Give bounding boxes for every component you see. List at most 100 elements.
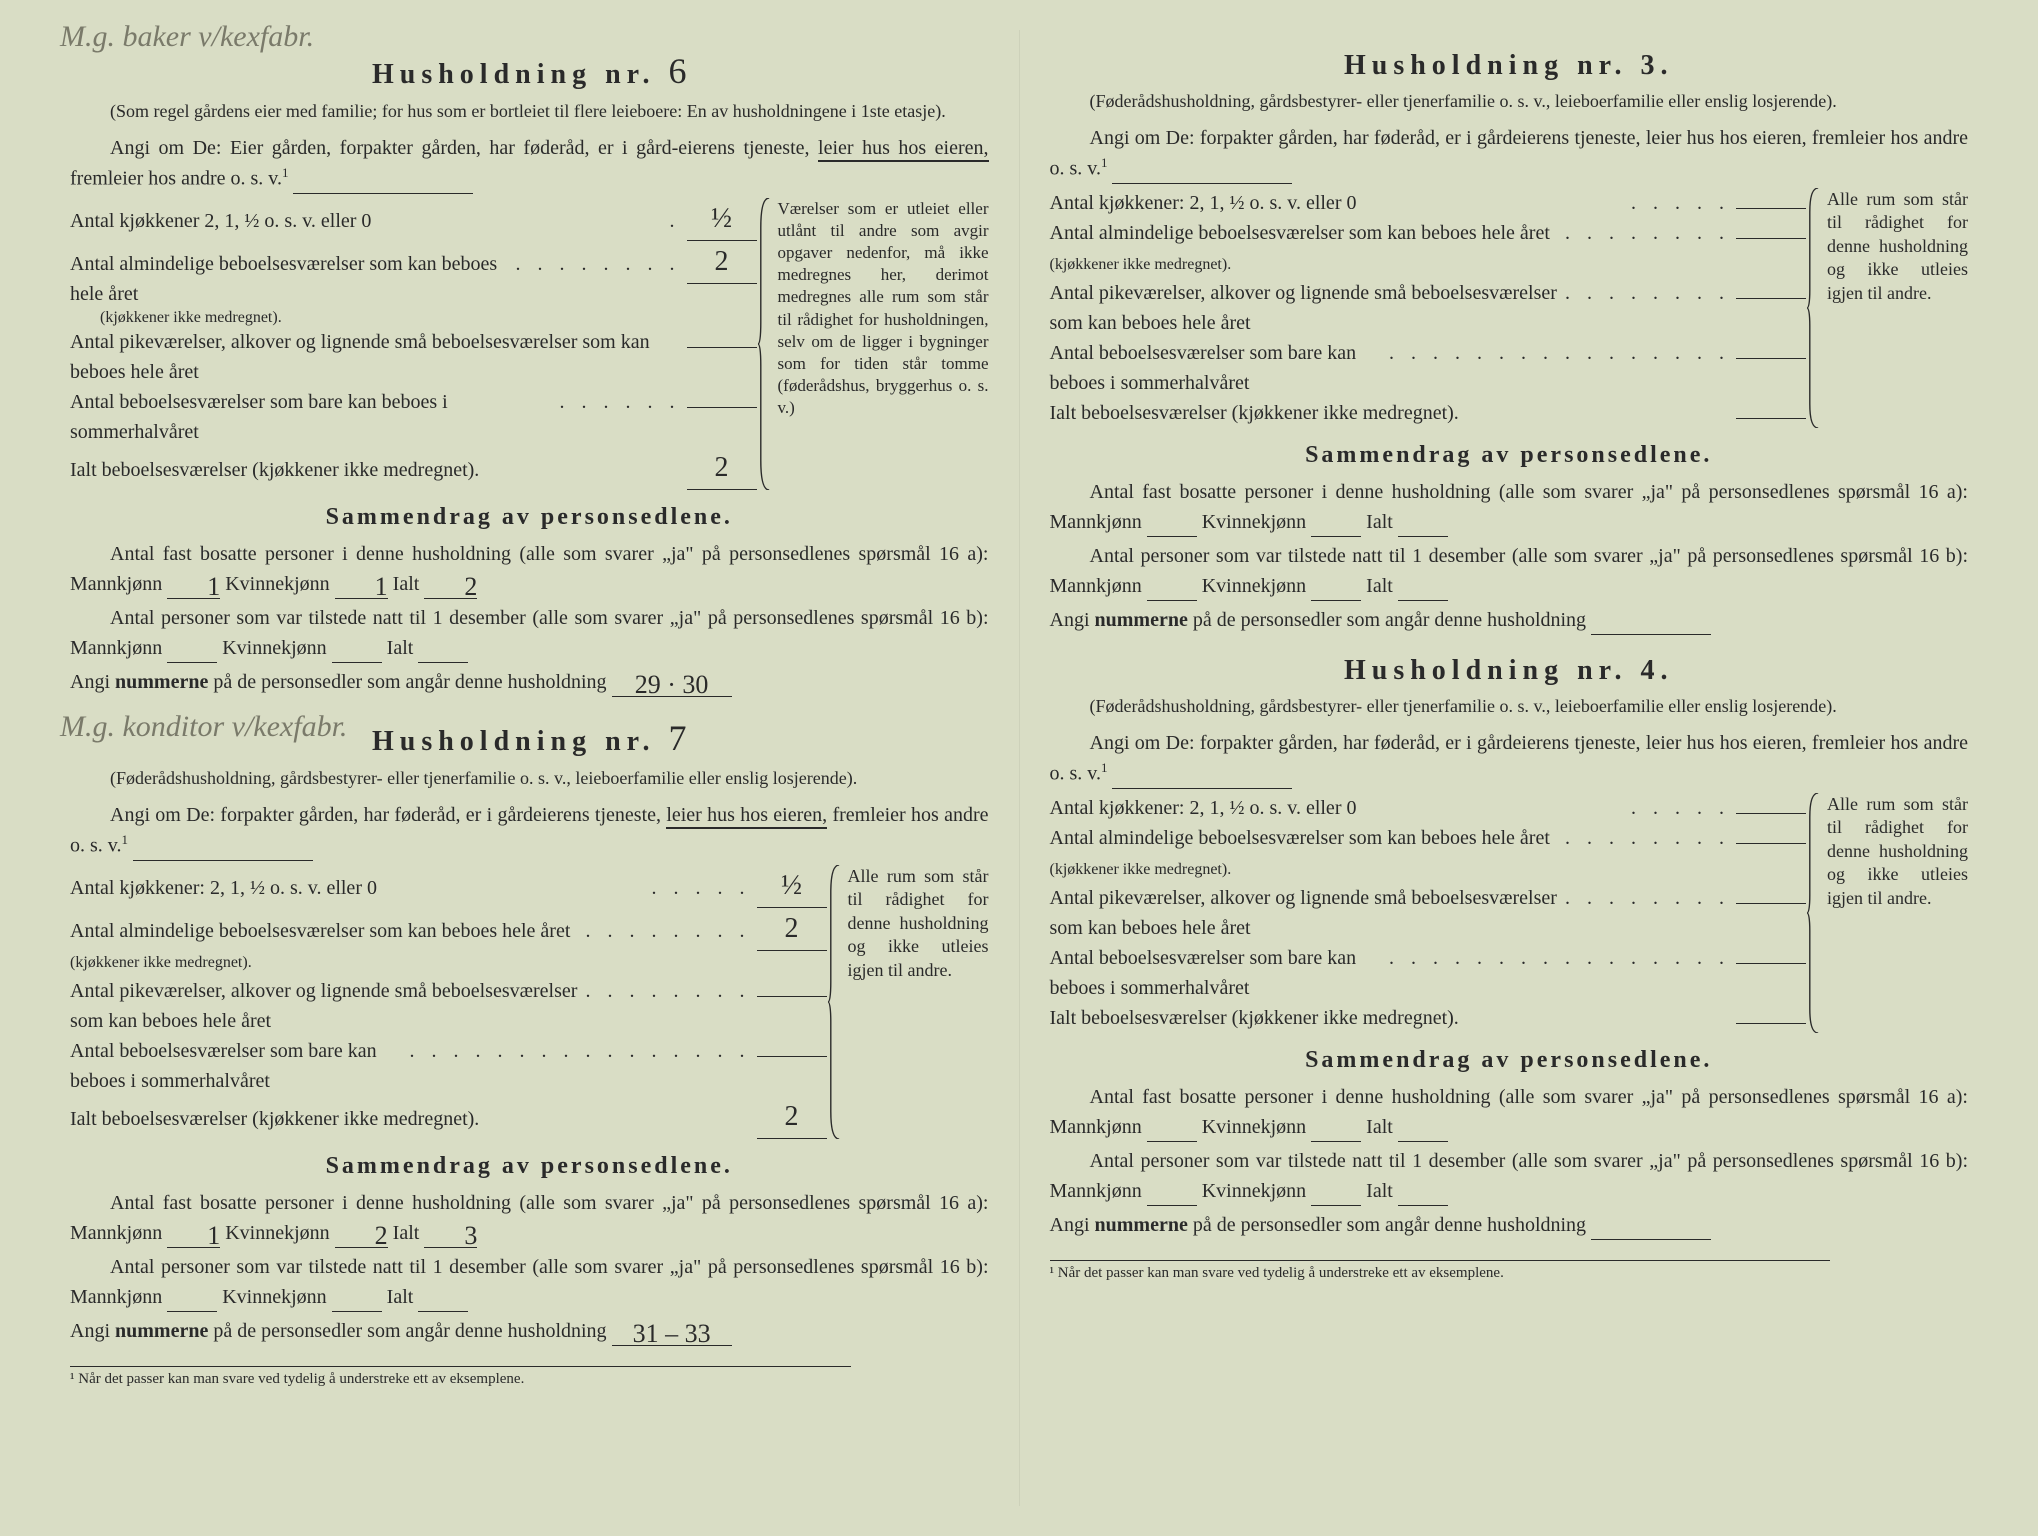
h6-pike-val [687, 347, 757, 348]
h4-sommer-row: Antal beboelsesværelser som bare kan beb… [1050, 943, 1807, 1003]
h3-angi: Angi om De: forpakter gården, har føderå… [1050, 123, 1969, 184]
h3-rooms-val [1736, 238, 1806, 239]
h3-num-bold: nummerne [1095, 609, 1188, 631]
h6-num: Angi nummerne på de personsedler som ang… [70, 667, 989, 697]
h7-num-val: 31 – 33 [612, 1322, 732, 1346]
left-page: M.g. baker v/kexfabr. M.g. konditor v/ke… [40, 30, 1020, 1506]
h6-rooms-dots: . . . . . . . . [510, 249, 687, 279]
h6-intro: (Som regel gårdens eier med familie; for… [70, 100, 989, 123]
h6-p1: Antal fast bosatte personer i denne hush… [70, 539, 989, 599]
brace-icon [1807, 793, 1821, 1033]
h4-p1-pre: Antal fast bosatte personer i denne hush… [1050, 1086, 1969, 1138]
h7-num-after: på de personsedler som angår denne husho… [213, 1320, 606, 1342]
h7-p2: Antal personer som var tilstede natt til… [70, 1252, 989, 1312]
h7-sommer-row: Antal beboelsesværelser som bare kan beb… [70, 1036, 827, 1096]
h3-kitchen-label: Antal kjøkkener: 2, 1, ½ o. s. v. eller … [1050, 188, 1626, 218]
h3-p2-k [1311, 600, 1361, 601]
h4-num-label: Angi [1050, 1214, 1090, 1236]
h4-ialt-row: Ialt beboelsesværelser (kjøkkener ikke m… [1050, 1003, 1807, 1033]
h6-sommer-row: Antal beboelsesværelser som bare kan beb… [70, 387, 757, 447]
h7-rooms-row: Antal almindelige beboelsesværelser som … [70, 908, 827, 976]
h6-p1-k: 1 [335, 575, 388, 599]
h7-intro: (Føderådshusholdning, gårdsbestyrer- ell… [70, 767, 989, 790]
h7-side-note: Alle rum som står til rådighet for denne… [839, 865, 989, 1139]
h4-p1-k-label: Kvinnekjønn [1202, 1116, 1306, 1138]
h3-kitchen-val [1736, 208, 1806, 209]
h3-title: Husholdning nr. 3. [1050, 50, 1969, 82]
h6-sommer-dots: . . . . . . [554, 387, 687, 417]
h6-p2-pre: Antal personer som var tilstede natt til… [70, 607, 989, 659]
h7-p2-m [167, 1311, 217, 1312]
h7-rooms-val: 2 [757, 908, 827, 951]
h7-angi-text: Angi om De: forpakter gården, har føderå… [110, 804, 661, 826]
h4-p2: Antal personer som var tilstede natt til… [1050, 1146, 1969, 1206]
h3-ialt-row: Ialt beboelsesværelser (kjøkkener ikke m… [1050, 398, 1807, 428]
h7-num: Angi nummerne på de personsedler som ang… [70, 1316, 989, 1346]
h3-rooms-label: Antal almindelige beboelsesværelser som … [1050, 218, 1560, 278]
h3-p2-i-label: Ialt [1366, 575, 1393, 597]
h3-p1: Antal fast bosatte personer i denne hush… [1050, 477, 1969, 537]
brace-icon [758, 198, 772, 490]
h4-pike-row: Antal pikeværelser, alkover og lignende … [1050, 883, 1807, 943]
h3-subtitle: Sammendrag av personsedlene. [1050, 442, 1969, 469]
h6-num-bold: nummerne [115, 671, 208, 693]
h7-p2-k [332, 1311, 382, 1312]
h6-kitchen-row: Antal kjøkkener 2, 1, ½ o. s. v. eller 0… [70, 198, 757, 241]
h6-p1-i: 2 [424, 575, 477, 599]
h3-kitchen-row: Antal kjøkkener: 2, 1, ½ o. s. v. eller … [1050, 188, 1807, 218]
h3-pike-val [1736, 298, 1806, 299]
h3-num-val [1591, 634, 1711, 635]
h7-title-pre: Husholdning nr. [372, 726, 656, 757]
brace-icon [1807, 188, 1821, 428]
h7-kitchen-row: Antal kjøkkener: 2, 1, ½ o. s. v. eller … [70, 865, 827, 908]
h6-p2-i-label: Ialt [387, 637, 414, 659]
h6-kitchen-label: Antal kjøkkener 2, 1, ½ o. s. v. eller 0 [70, 206, 664, 236]
h3-rooms-block: Antal kjøkkener: 2, 1, ½ o. s. v. eller … [1050, 188, 1969, 428]
h6-angi-blank [293, 193, 473, 194]
h7-num-bold: nummerne [115, 1320, 208, 1342]
h6-num-label: Angi [70, 671, 110, 693]
h4-p1-m [1147, 1141, 1197, 1142]
h4-side-note: Alle rum som står til rådighet for denne… [1818, 793, 1968, 1033]
h3-rooms-dots: . . . . . . . . [1559, 218, 1736, 248]
h4-num: Angi nummerne på de personsedler som ang… [1050, 1210, 1969, 1240]
h6-angi: Angi om De: Eier gården, forpakter gårde… [70, 133, 989, 194]
h7-angi: Angi om De: forpakter gården, har føderå… [70, 800, 989, 861]
h4-pike-dots: . . . . . . . . [1559, 883, 1736, 913]
h4-p2-m [1147, 1205, 1197, 1206]
handwriting-mid: M.g. konditor v/kexfabr. [60, 710, 347, 744]
h4-p2-pre: Antal personer som var tilstede natt til… [1050, 1150, 1969, 1202]
h7-sommer-val [757, 1056, 827, 1057]
h3-side-note-text: Alle rum som står til rådighet for denne… [1827, 189, 1968, 303]
h6-ialt-val: 2 [687, 447, 757, 490]
h6-p1-i-label: Ialt [393, 573, 420, 595]
handwriting-top: M.g. baker v/kexfabr. [60, 20, 314, 54]
h6-ialt-label: Ialt beboelsesværelser (kjøkkener ikke m… [70, 455, 687, 485]
h4-sommer-dots: . . . . . . . . . . . . . . . . [1383, 943, 1736, 973]
h7-angi-underlined: leier hus hos eieren, [666, 804, 827, 829]
h6-p2-k [332, 662, 382, 663]
h7-p1-k: 2 [335, 1224, 388, 1248]
h7-side-note-text: Alle rum som står til rådighet for denne… [848, 866, 989, 980]
h6-title: Husholdning nr. 6 [70, 50, 989, 92]
h6-kitchen-val: ½ [687, 198, 757, 241]
h7-sommer-label: Antal beboelsesværelser som bare kan beb… [70, 1036, 404, 1096]
h6-p2: Antal personer som var tilstede natt til… [70, 603, 989, 663]
h3-angi-blank [1112, 183, 1292, 184]
h3-side-note: Alle rum som står til rådighet for denne… [1818, 188, 1968, 428]
h7-kitchen-dots: . . . . . [646, 873, 757, 903]
h4-rooms-block: Antal kjøkkener: 2, 1, ½ o. s. v. eller … [1050, 793, 1969, 1033]
h4-num-bold: nummerne [1095, 1214, 1188, 1236]
h7-kitchen-label: Antal kjøkkener: 2, 1, ½ o. s. v. eller … [70, 873, 646, 903]
h7-p1-m: 1 [167, 1224, 220, 1248]
h3-ialt-val [1736, 418, 1806, 419]
h7-p2-pre: Antal personer som var tilstede natt til… [70, 1256, 989, 1308]
brace-icon [828, 865, 842, 1139]
h4-rooms-label: Antal almindelige beboelsesværelser som … [1050, 823, 1560, 883]
h7-pike-row: Antal pikeværelser, alkover og lignende … [70, 976, 827, 1036]
h3-p2-k-label: Kvinnekjønn [1202, 575, 1306, 597]
h7-ialt-val: 2 [757, 1096, 827, 1139]
left-footnote: ¹ Når det passer kan man svare ved tydel… [70, 1366, 851, 1388]
h4-sommer-val [1736, 963, 1806, 964]
h4-side-note-text: Alle rum som står til rådighet for denne… [1827, 794, 1968, 908]
